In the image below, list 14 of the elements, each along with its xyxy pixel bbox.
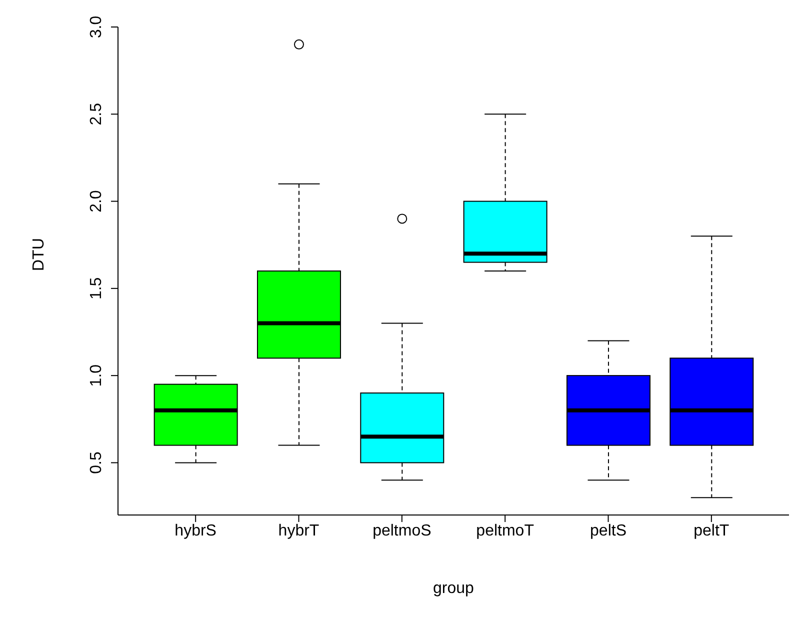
y-tick-label: 1.5	[88, 277, 105, 300]
y-tick-label: 2.5	[88, 102, 105, 126]
x-tick-label: peltmoS	[372, 522, 432, 540]
x-tick-label: hybrT	[278, 522, 320, 540]
y-tick-label: 3.0	[88, 16, 105, 38]
y-tick-label: 1.0	[88, 364, 105, 387]
x-tick-label: peltT	[694, 522, 730, 540]
x-tick-label: peltmoT	[476, 522, 534, 540]
x-tick-label: peltS	[590, 522, 626, 540]
y-tick-label: 0.5	[88, 451, 105, 474]
x-axis-title: group	[433, 580, 474, 597]
y-tick-label: 2.0	[88, 190, 105, 212]
x-tick-label: hybrS	[174, 522, 216, 540]
y-axis-title: DTU	[30, 238, 48, 271]
